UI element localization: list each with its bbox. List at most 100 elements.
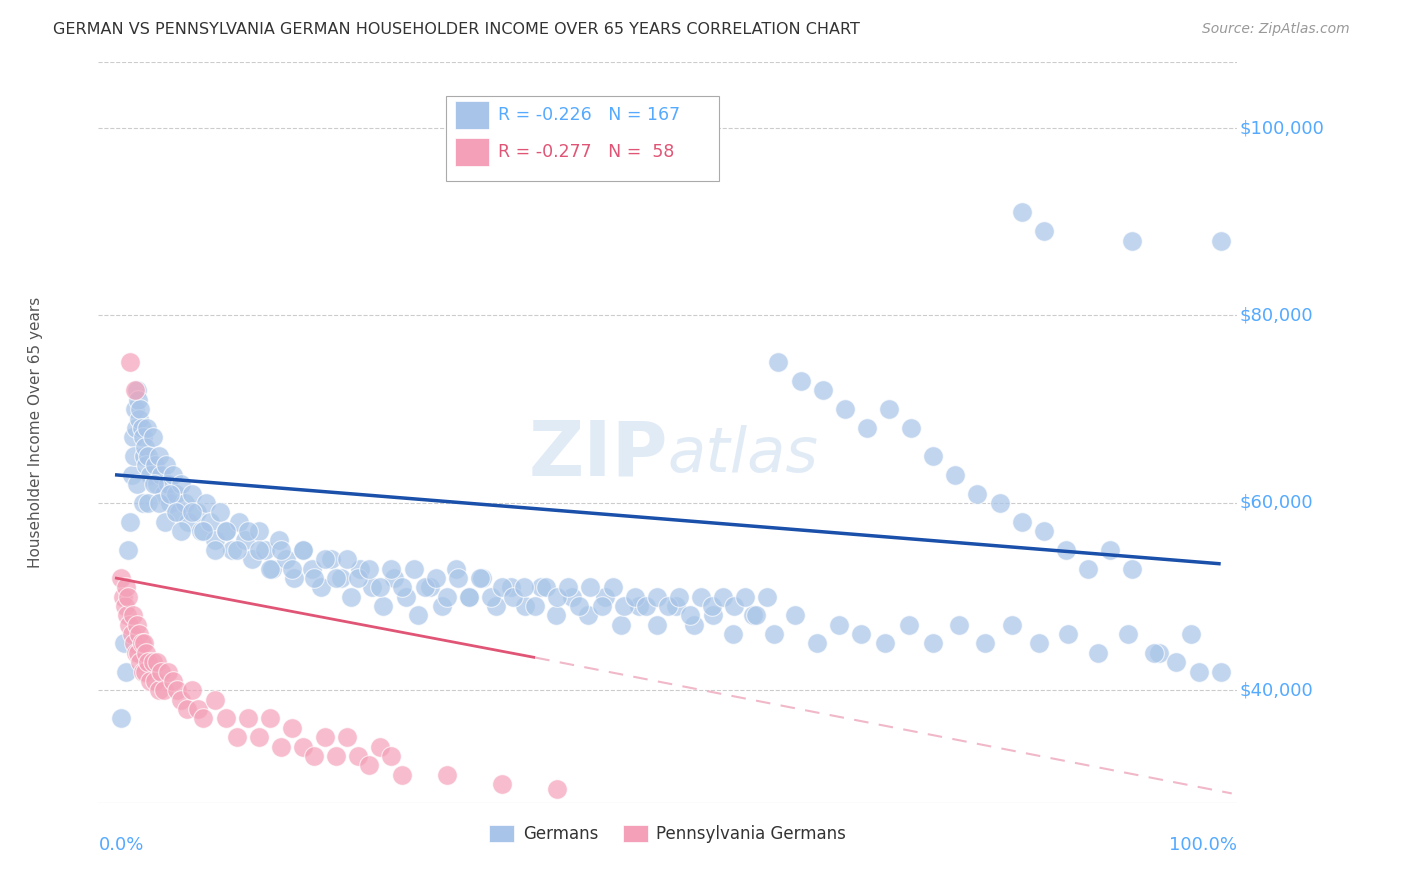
Point — [900, 421, 922, 435]
Point — [613, 599, 636, 613]
Point — [291, 542, 314, 557]
Point — [479, 590, 502, 604]
Point — [360, 580, 382, 594]
Point — [1121, 561, 1143, 575]
Point — [447, 571, 470, 585]
Point — [546, 781, 568, 796]
Point — [177, 515, 200, 529]
Point — [153, 515, 176, 529]
Point — [436, 590, 458, 604]
Point — [127, 617, 149, 632]
Point — [347, 748, 370, 763]
Point — [114, 599, 136, 613]
Point — [329, 571, 352, 585]
Point — [132, 449, 155, 463]
Point — [499, 580, 522, 594]
Point — [645, 617, 668, 632]
Point — [117, 590, 139, 604]
Point — [128, 411, 150, 425]
Point — [225, 542, 247, 557]
Point — [214, 524, 236, 538]
Point — [1209, 234, 1232, 248]
Point — [127, 477, 149, 491]
Point — [380, 748, 402, 763]
Point — [347, 571, 370, 585]
Point — [259, 561, 281, 575]
Point — [413, 580, 436, 594]
Point — [534, 580, 557, 594]
Point — [325, 748, 347, 763]
Point — [1077, 561, 1099, 575]
Point — [236, 524, 259, 538]
Point — [1032, 224, 1054, 238]
Point — [131, 636, 153, 650]
Point — [502, 590, 524, 604]
Point — [283, 571, 305, 585]
Point — [225, 730, 247, 744]
Point — [679, 608, 702, 623]
Point — [1180, 627, 1202, 641]
Point — [491, 777, 513, 791]
Point — [281, 721, 304, 735]
Point — [159, 486, 181, 500]
Point — [193, 524, 215, 538]
Point — [457, 590, 479, 604]
Point — [131, 430, 153, 444]
Point — [349, 561, 371, 575]
Point — [129, 402, 152, 417]
Point — [391, 767, 413, 781]
Point — [170, 692, 193, 706]
Point — [139, 467, 162, 482]
Text: $100,000: $100,000 — [1240, 119, 1324, 137]
Point — [162, 673, 184, 688]
Text: GERMAN VS PENNSYLVANIA GERMAN HOUSEHOLDER INCOME OVER 65 YEARS CORRELATION CHART: GERMAN VS PENNSYLVANIA GERMAN HOUSEHOLDE… — [53, 22, 860, 37]
Point — [309, 580, 332, 594]
Point — [291, 542, 314, 557]
Point — [645, 590, 668, 604]
Point — [382, 571, 405, 585]
Point — [702, 608, 724, 623]
Point — [115, 580, 138, 594]
Point — [471, 571, 494, 585]
Point — [1121, 234, 1143, 248]
Point — [370, 580, 392, 594]
Text: R = -0.277   N =  58: R = -0.277 N = 58 — [498, 143, 675, 161]
Point — [745, 608, 768, 623]
Point — [683, 617, 706, 632]
Point — [436, 767, 458, 781]
Point — [131, 665, 153, 679]
Point — [897, 617, 920, 632]
Point — [922, 449, 945, 463]
Point — [228, 515, 250, 529]
Point — [127, 384, 149, 398]
Point — [267, 533, 290, 548]
Point — [124, 384, 146, 398]
Point — [142, 477, 165, 491]
Point — [359, 758, 381, 772]
Point — [851, 627, 873, 641]
Point — [270, 542, 292, 557]
Point — [1116, 627, 1139, 641]
Point — [259, 711, 281, 725]
Point — [856, 421, 879, 435]
Point — [142, 655, 165, 669]
Point — [623, 590, 645, 604]
Point — [136, 449, 159, 463]
Point — [1166, 655, 1188, 669]
Point — [165, 486, 187, 500]
FancyBboxPatch shape — [456, 138, 489, 166]
Point — [110, 571, 132, 585]
Point — [468, 571, 491, 585]
Point — [235, 533, 257, 548]
Point — [734, 590, 756, 604]
Point — [209, 505, 232, 519]
Point — [634, 599, 657, 613]
Point — [1187, 665, 1209, 679]
Text: 100.0%: 100.0% — [1170, 836, 1237, 855]
Point — [181, 486, 204, 500]
Text: $60,000: $60,000 — [1240, 494, 1313, 512]
Point — [828, 617, 851, 632]
Point — [124, 402, 146, 417]
Point — [576, 608, 599, 623]
Point — [432, 599, 454, 613]
